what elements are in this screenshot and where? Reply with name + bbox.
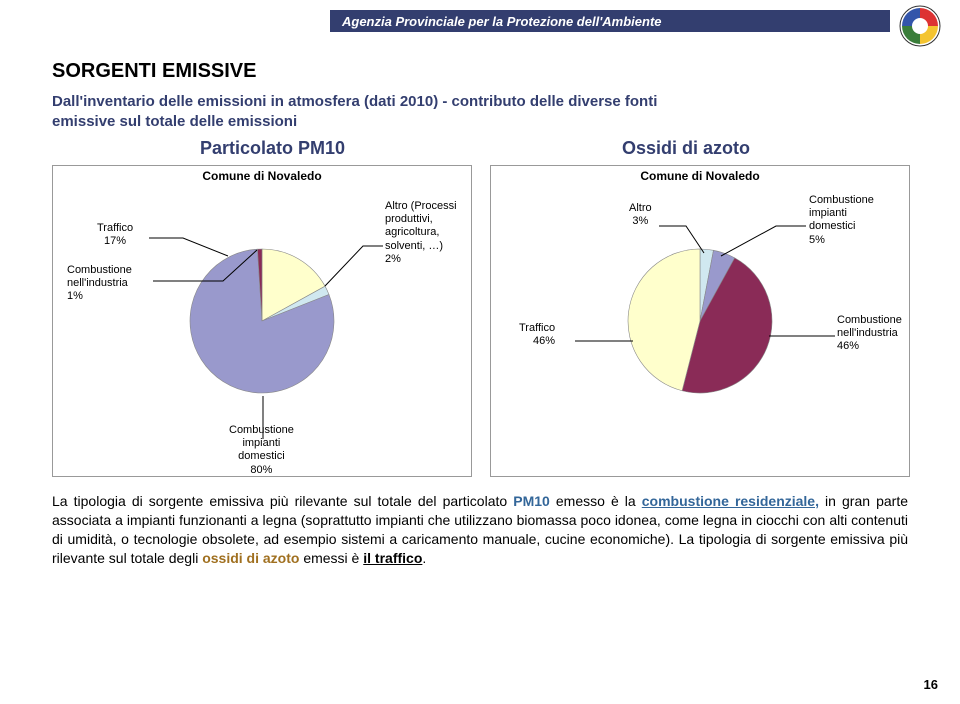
nox-label-traffico: Traffico 46% <box>519 322 555 348</box>
agency-logo-icon <box>898 4 942 48</box>
header-band: Agenzia Provinciale per la Protezione de… <box>330 10 890 32</box>
subtitle-line1: Dall'inventario delle emissioni in atmos… <box>52 93 657 110</box>
subtitle-line2: emissive sul totale delle emissioni <box>52 113 297 130</box>
pm10-label-industria: Combustione nell'industria 1% <box>67 264 132 304</box>
pm10-label-traffico: Traffico 17% <box>97 222 133 248</box>
nox-label-domestici: Combustione impianti domestici 5% <box>809 194 874 247</box>
subtitle: Dall'inventario delle emissioni in atmos… <box>52 92 657 131</box>
nox-label-altro: Altro 3% <box>629 202 652 228</box>
body-paragraph: La tipologia di sorgente emissiva più ri… <box>52 492 908 568</box>
header-text: Agenzia Provinciale per la Protezione de… <box>342 14 662 29</box>
pm10-label-altro: Altro (Processi produttivi, agricoltura,… <box>385 200 457 266</box>
nox-chart: Comune di Novaledo Altro 3% <box>490 165 910 477</box>
page-number: 16 <box>924 677 938 692</box>
pm10-chart: Comune di Novaledo Traffico 17% Altro (P… <box>52 165 472 477</box>
pm10-heading: Particolato PM10 <box>200 138 345 159</box>
nox-heading: Ossidi di azoto <box>622 138 750 159</box>
pm10-label-domestici: Combustione impianti domestici 80% <box>229 424 294 477</box>
nox-label-industria: Combustione nell'industria 46% <box>837 314 902 354</box>
section-title: SORGENTI EMISSIVE <box>52 60 256 83</box>
